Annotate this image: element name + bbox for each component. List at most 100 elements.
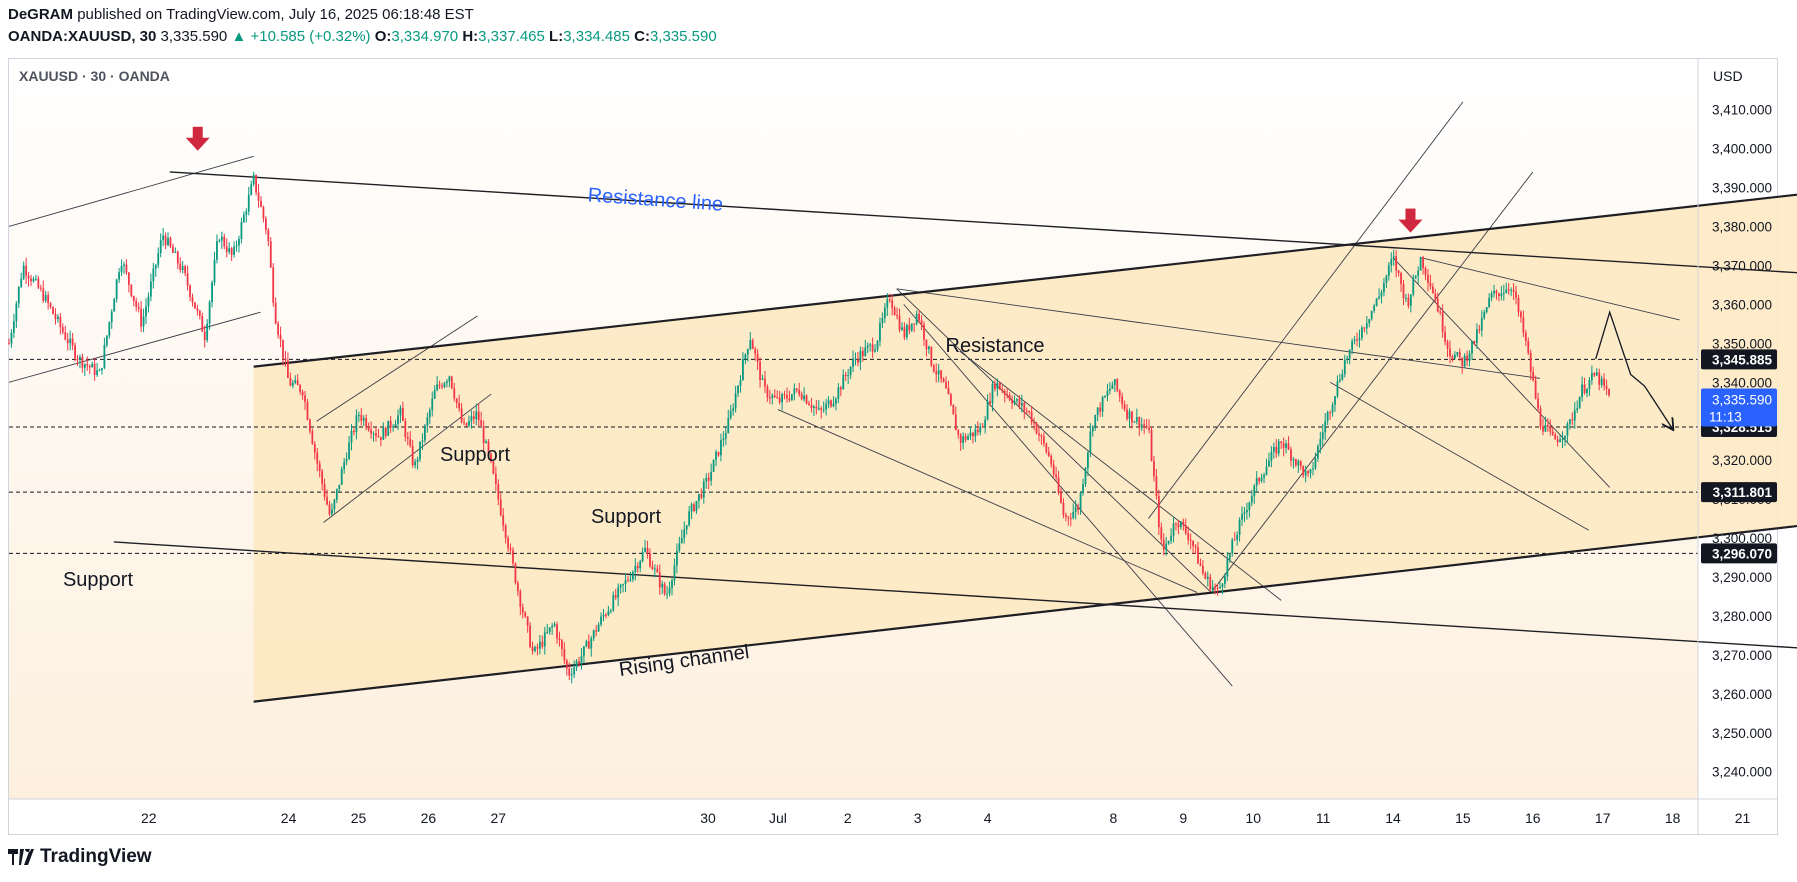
candle-body: [1409, 294, 1412, 306]
candle-body: [1231, 539, 1234, 554]
candle-body: [492, 461, 495, 474]
candle-body: [967, 436, 969, 440]
candle-body: [1556, 439, 1559, 443]
candle-body: [617, 587, 620, 598]
candle-body: [140, 308, 143, 327]
candle-body: [1079, 492, 1082, 511]
candle-body: [893, 308, 896, 316]
candle-body: [294, 380, 297, 383]
candle-body: [1383, 282, 1385, 293]
candle-body: [1280, 441, 1283, 443]
candle-body: [1441, 311, 1444, 333]
candle-body: [370, 429, 372, 434]
candle-body: [147, 296, 150, 307]
candle-body: [326, 496, 328, 505]
candle-body: [1463, 355, 1466, 367]
candle-body: [913, 323, 916, 325]
time-axis[interactable]: 222425262730Jul2348910111415161718212223: [141, 810, 1797, 826]
candle-body: [622, 584, 624, 586]
candle-body: [1148, 427, 1150, 430]
candle-body: [1294, 459, 1297, 466]
candle-body: [1336, 381, 1339, 397]
author-name[interactable]: DeGRAM: [8, 6, 74, 23]
candle-body: [830, 400, 832, 407]
low-value: 3,334.485: [563, 28, 630, 45]
candle-body: [720, 440, 722, 456]
candle-body: [1341, 374, 1344, 380]
candle-body: [401, 407, 404, 421]
candle-body: [1182, 521, 1185, 526]
candle-body: [22, 265, 25, 279]
candle-body: [233, 246, 235, 255]
candle-body: [1544, 424, 1547, 432]
candle-body: [115, 279, 118, 300]
candle-body: [424, 425, 426, 441]
x-tick-label: 17: [1595, 810, 1611, 826]
candle-body: [1338, 379, 1341, 382]
candle-body: [49, 303, 52, 308]
candle-body: [923, 324, 925, 340]
candle-body: [196, 308, 199, 311]
candle-body: [164, 235, 167, 246]
price-chart[interactable]: Resistance lineResistanceSupportSupportS…: [0, 0, 1797, 840]
currency-label[interactable]: USD: [1713, 68, 1743, 84]
y-tick-label: 3,240.000: [1712, 765, 1772, 780]
candle-body: [658, 572, 661, 588]
candle-body: [1370, 310, 1373, 320]
helper-trend-line: [8, 311, 261, 383]
candle-body: [605, 614, 607, 616]
x-tick-label: Jul: [769, 810, 787, 826]
candle-body: [103, 345, 106, 369]
candle-body: [847, 375, 850, 377]
candle-body: [152, 268, 155, 282]
candle-body: [1096, 407, 1099, 415]
candle-body: [1476, 329, 1478, 343]
candle-body: [142, 316, 145, 327]
candle-body: [137, 306, 140, 309]
candle-body: [764, 378, 766, 387]
candle-body: [573, 667, 576, 675]
candle-body: [264, 218, 267, 230]
x-tick-label: 22: [141, 810, 157, 826]
candle-body: [641, 551, 644, 562]
candle-body: [357, 414, 360, 416]
x-tick-label: 27: [491, 810, 507, 826]
candle-body: [1221, 583, 1224, 587]
helper-trend-line: [316, 315, 478, 422]
candle-body: [450, 376, 453, 389]
candle-body: [1529, 352, 1532, 372]
candle-body: [475, 411, 478, 420]
tradingview-logo[interactable]: TradingView: [8, 846, 152, 868]
resistance-line: [169, 171, 1797, 274]
candle-body: [1500, 293, 1503, 296]
candle-body: [260, 200, 262, 207]
candle-body: [918, 313, 920, 321]
candle-body: [1047, 451, 1050, 456]
candle-body: [1067, 517, 1070, 519]
candle-body: [306, 401, 309, 420]
price-axis[interactable]: 3,240.000 3,250.000 3,260.000 3,270.000 3,28…: [1701, 103, 1777, 780]
candle-body: [1246, 510, 1248, 513]
candle-body: [1157, 496, 1160, 528]
candle-body: [1282, 442, 1285, 448]
candle-body: [1013, 400, 1016, 404]
candle-body: [186, 273, 189, 286]
candle-body: [1512, 289, 1515, 292]
candle-body: [1275, 446, 1278, 454]
candle-body: [1524, 332, 1527, 342]
candle-body: [1363, 327, 1366, 329]
candle-body: [627, 580, 629, 582]
candle-body: [372, 433, 375, 435]
candle-body: [832, 403, 835, 407]
support-line: [113, 541, 1797, 649]
candle-body: [1209, 576, 1212, 590]
down-arrow-icon: [185, 126, 210, 151]
candle-body: [649, 553, 651, 567]
candle-body: [857, 358, 859, 363]
candle-body: [1040, 435, 1043, 437]
candle-body: [17, 286, 20, 304]
candle-body: [1236, 535, 1239, 540]
candle-body: [590, 638, 593, 649]
y-tick-label: 3,390.000: [1712, 181, 1772, 196]
candle-body: [673, 565, 676, 581]
